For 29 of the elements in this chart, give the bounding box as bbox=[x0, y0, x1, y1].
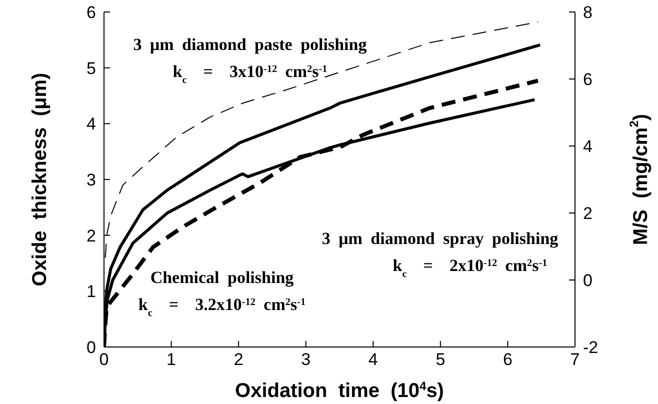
annotation: 3 μm diamond paste polishing bbox=[133, 35, 368, 54]
y2-tick-label: 2 bbox=[583, 204, 592, 224]
y2-tick-label: 8 bbox=[583, 3, 592, 22]
y2-tick-label: 6 bbox=[583, 70, 592, 90]
text: k$_{c}$ = 2x10$^{-12}$ cm$^{2}$s$^{-1}$ bbox=[392, 256, 548, 280]
annotation: 3 μm diamond spray polishing bbox=[322, 229, 559, 248]
x-tick-label: 6 bbox=[502, 350, 512, 370]
x-tick-label: 3 bbox=[301, 350, 311, 370]
x-tick-label: 4 bbox=[368, 350, 378, 370]
y-tick-label: 1 bbox=[86, 282, 96, 302]
text: k$_{c}$ = 3.2x10$^{-12}$ cm$^{2}$s$^{-1}$ bbox=[138, 295, 306, 318]
y2-tick-label: -2 bbox=[583, 338, 598, 358]
x-tick-label: 7 bbox=[570, 350, 580, 370]
y2-tick-label: 4 bbox=[583, 137, 592, 156]
y-tick-label: 5 bbox=[86, 58, 96, 78]
x-tick-label: 0 bbox=[99, 350, 109, 370]
y-axis-title: Oxide thickness (μm) bbox=[29, 72, 51, 286]
y-tick-label: 6 bbox=[86, 3, 96, 22]
x-tick-label: 1 bbox=[166, 350, 176, 370]
y-tick-label: 2 bbox=[86, 226, 96, 246]
y-tick-label: 0 bbox=[86, 338, 96, 358]
y-tick-label: 4 bbox=[86, 114, 96, 134]
x-tick-label: 5 bbox=[436, 350, 446, 370]
y-tick-label: 3 bbox=[86, 170, 96, 190]
y2-tick-label: 0 bbox=[583, 271, 592, 290]
annotation: Chemical polishing bbox=[150, 268, 294, 287]
x-tick-label: 2 bbox=[234, 350, 244, 370]
x-axis-title: Oxidation time (10$^{4}$s) bbox=[235, 379, 444, 402]
text: k$_{c}$ = 3x10$^{-12}$ cm$^{2}$s$^{-1}$ bbox=[172, 62, 328, 86]
